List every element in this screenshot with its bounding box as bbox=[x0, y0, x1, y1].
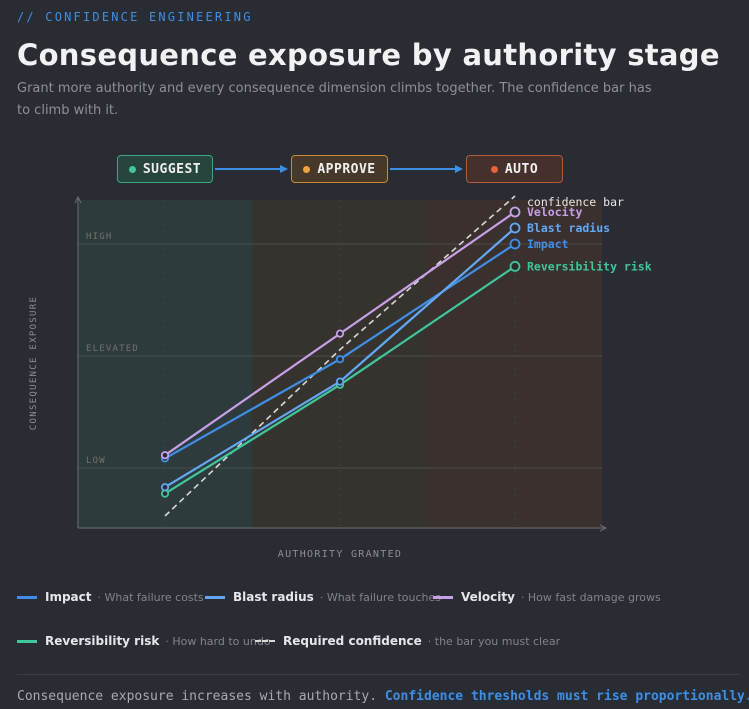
footer-highlight: Confidence thresholds must rise proporti… bbox=[384, 689, 749, 704]
page-title: Consequence exposure by authority stage bbox=[17, 38, 720, 72]
legend-item-velocity: Velocity · How fast damage grows bbox=[433, 590, 661, 604]
series-end-label-velocity: Velocity bbox=[527, 205, 582, 219]
series-end-label-impact: Impact bbox=[527, 237, 569, 251]
series-point-blast-radius-2 bbox=[509, 222, 521, 234]
series-point-impact-1 bbox=[335, 355, 345, 364]
series-point-blast-radius-1 bbox=[335, 377, 345, 386]
legend-name: Impact bbox=[45, 590, 92, 604]
legend-swatch bbox=[17, 639, 37, 643]
stage-pill-suggest: SUGGEST bbox=[117, 155, 213, 183]
series-end-label-reversibility-risk: Reversibility risk bbox=[527, 259, 652, 273]
legend-name: Reversibility risk bbox=[45, 634, 160, 648]
stage-label: AUTO bbox=[504, 161, 539, 177]
series-point-reversibility-risk-0 bbox=[160, 489, 170, 498]
legend-name: Blast radius bbox=[233, 590, 314, 604]
series-point-velocity-1 bbox=[335, 329, 345, 338]
series-point-velocity-0 bbox=[160, 451, 170, 460]
legend-item-required-confidence: Required confidence · the bar you must c… bbox=[255, 634, 560, 648]
legend-name: Velocity bbox=[461, 590, 515, 604]
legend-item-reversibility-risk: Reversibility risk · How hard to undo bbox=[17, 634, 271, 648]
legend-desc: · What failure touches bbox=[319, 590, 441, 604]
legend-desc: · the bar you must clear bbox=[427, 634, 561, 648]
band-label-2: HIGH bbox=[86, 232, 112, 242]
stage-label: SUGGEST bbox=[142, 161, 202, 177]
series-point-velocity-2 bbox=[509, 206, 521, 218]
stage-arrow-icon-1 bbox=[455, 165, 463, 173]
footer-divider bbox=[17, 674, 740, 675]
stage-label: APPROVE bbox=[317, 161, 376, 177]
footer-note: Consequence exposure increases with auth… bbox=[17, 689, 749, 704]
stage-arrow-icon-0 bbox=[280, 165, 288, 173]
legend-item-impact: Impact · What failure costs bbox=[17, 590, 204, 604]
legend-item-blast-radius: Blast radius · What failure touches bbox=[205, 590, 441, 604]
stage-dot-icon bbox=[303, 165, 311, 173]
y-axis-arrow-icon bbox=[74, 195, 82, 204]
legend-swatch bbox=[17, 595, 37, 599]
legend-desc: · How hard to undo bbox=[165, 634, 271, 648]
section-kicker: // CONFIDENCE ENGINEERING bbox=[17, 10, 253, 24]
series-point-blast-radius-0 bbox=[160, 483, 170, 492]
legend-swatch bbox=[255, 640, 275, 642]
band-label-0: LOW bbox=[86, 456, 106, 466]
band-label-1: ELEVATED bbox=[86, 344, 139, 354]
series-point-reversibility-risk-2 bbox=[509, 261, 521, 272]
legend-desc: · How fast damage grows bbox=[520, 590, 661, 604]
legend-swatch bbox=[205, 595, 225, 599]
stage-dot-icon bbox=[490, 165, 498, 173]
x-axis-arrow-icon bbox=[599, 524, 608, 532]
series-line-confidence-bar bbox=[164, 195, 516, 517]
stage-pill-approve: APPROVE bbox=[291, 155, 388, 183]
series-point-impact-2 bbox=[509, 238, 521, 250]
legend-desc: · What failure costs bbox=[97, 590, 204, 604]
page-subtitle: Grant more authority and every consequen… bbox=[17, 81, 652, 118]
series-end-label-confidence-bar: confidence bar bbox=[527, 195, 624, 209]
legend-name: Required confidence bbox=[283, 634, 422, 648]
y-axis-label: CONSEQUENCE EXPOSURE bbox=[29, 296, 39, 430]
footer-text: Consequence exposure increases with auth… bbox=[17, 689, 378, 704]
stage-dot-icon bbox=[128, 165, 136, 173]
series-end-label-blast-radius: Blast radius bbox=[527, 221, 610, 235]
exposure-line-chart: LOW ELEVATED HIGH AUTHORITY GRANTED CONSEQUE… bbox=[29, 165, 652, 560]
legend-swatch bbox=[433, 595, 453, 599]
stage-pill-auto: AUTO bbox=[466, 155, 563, 183]
x-axis-label: AUTHORITY GRANTED bbox=[278, 549, 402, 560]
